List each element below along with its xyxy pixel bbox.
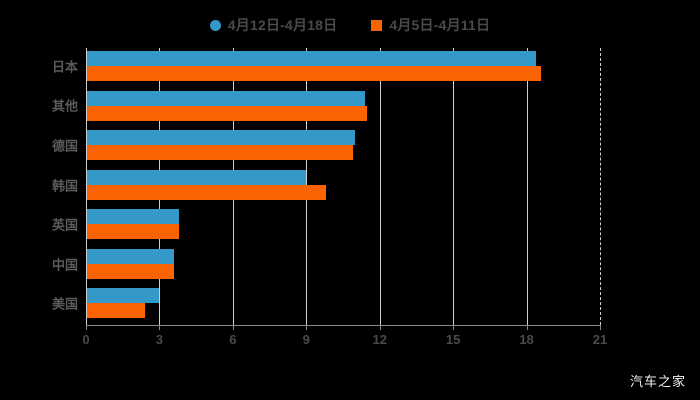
bar-group <box>86 88 600 128</box>
gridline <box>526 48 528 325</box>
y-axis-labels: 日本其他德国韩国英国中国美国 <box>0 48 78 325</box>
watermark: 汽车之家 <box>629 374 686 389</box>
bar-group <box>86 48 600 88</box>
x-axis-tick <box>86 325 87 330</box>
x-axis-tick-label: 9 <box>302 332 310 347</box>
y-axis-tick-label: 美国 <box>51 296 78 312</box>
y-axis-tick-label: 日本 <box>51 59 78 75</box>
x-axis-tick-label: 12 <box>372 332 387 347</box>
legend-label-0: 4月12日-4月18日 <box>227 17 338 33</box>
x-axis-tick-label: 18 <box>519 332 534 347</box>
x-axis-tick <box>159 325 161 330</box>
x-axis-tick-label: 3 <box>155 332 164 347</box>
bar-current-week[interactable] <box>86 51 537 66</box>
x-axis-tick <box>306 325 308 330</box>
bar-previous-week[interactable] <box>86 145 353 161</box>
y-axis-tick-label: 其他 <box>51 98 78 114</box>
bar-group <box>86 246 600 286</box>
bar-rows <box>86 48 600 325</box>
bar-previous-week[interactable] <box>86 263 175 279</box>
bar-current-week[interactable] <box>86 209 179 225</box>
y-axis-tick-label: 韩国 <box>51 178 78 193</box>
bar-previous-week[interactable] <box>86 105 368 121</box>
legend-label-1: 4月5日-4月11日 <box>389 17 491 33</box>
gridline <box>600 48 601 325</box>
x-axis-line <box>86 325 601 326</box>
bar-previous-week[interactable] <box>86 66 542 81</box>
x-axis-tick-label: 6 <box>229 332 237 347</box>
y-axis-tick-label: 德国 <box>51 138 78 154</box>
bar-previous-week[interactable] <box>86 303 145 319</box>
gridline <box>379 48 381 325</box>
circle-icon <box>209 19 221 31</box>
bar-current-week[interactable] <box>86 90 366 106</box>
bar-group <box>86 285 600 325</box>
legend-item-0[interactable]: 4月12日-4月18日 <box>209 15 338 35</box>
x-axis-tick-label: 21 <box>592 332 608 347</box>
bar-group <box>86 127 600 167</box>
gridline <box>453 48 455 325</box>
y-axis-line <box>86 48 87 325</box>
bar-group <box>86 206 600 246</box>
plot-area <box>86 48 601 325</box>
x-axis-tick-label: 15 <box>445 332 461 347</box>
x-axis-tick <box>379 325 381 330</box>
square-icon <box>371 19 383 31</box>
x-axis-tick-label: 0 <box>82 332 90 347</box>
x-axis-labels: 0 3 6 9 12 15 18 21 <box>82 325 607 350</box>
bar-current-week[interactable] <box>86 130 356 146</box>
x-axis-tick <box>453 325 455 330</box>
x-axis-tick <box>600 325 601 330</box>
x-axis-tick <box>526 325 528 330</box>
y-axis-tick-label: 英国 <box>51 217 78 233</box>
legend-item-1[interactable]: 4月5日-4月11日 <box>371 15 490 35</box>
chart-legend: 4月12日-4月18日 4月5日-4月11日 <box>0 12 700 38</box>
bar-current-week[interactable] <box>86 169 307 185</box>
bar-group <box>86 167 600 207</box>
y-axis-tick-label: 中国 <box>51 257 78 273</box>
bar-current-week[interactable] <box>86 248 175 264</box>
bar-previous-week[interactable] <box>86 224 179 240</box>
bar-current-week[interactable] <box>86 288 160 304</box>
x-axis-tick <box>232 325 234 330</box>
bar-previous-week[interactable] <box>86 184 326 200</box>
